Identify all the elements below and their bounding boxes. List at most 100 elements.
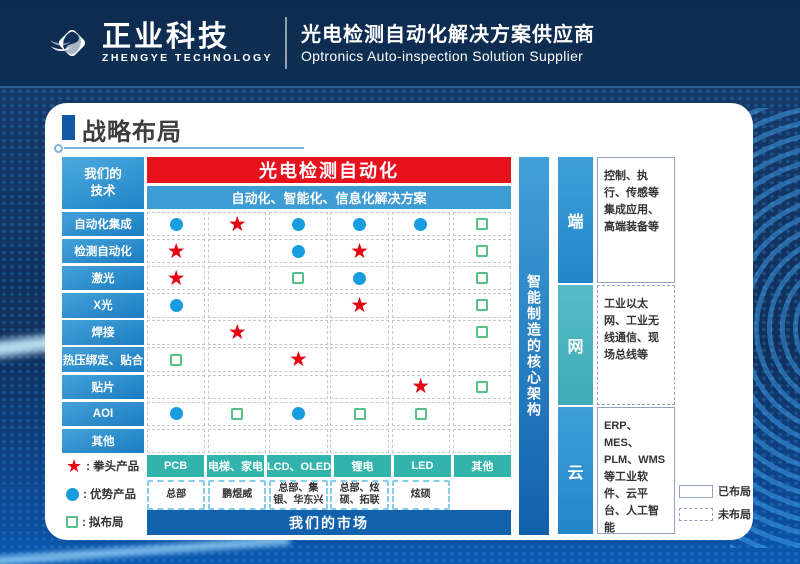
deploy-legend-item: 已布局 (679, 483, 751, 499)
star-icon: ★ (350, 293, 369, 317)
matrix-cell: ★ (147, 266, 206, 291)
desc-box-3: ERP、MES、PLM、WMS等工业软件、云平台、人工智能 (597, 407, 675, 534)
dot-icon (414, 217, 428, 231)
sub-banner: 自动化、智能化、信息化解决方案 (147, 186, 511, 209)
planned-box-icon (475, 299, 488, 312)
header-tagline-en: Optronics Auto-inspection Solution Suppl… (300, 47, 584, 64)
matrix-cell (391, 320, 450, 345)
matrix-cell (330, 401, 389, 426)
vertical-title: 智能制造的核心架构 (526, 274, 542, 418)
matrix-cell (452, 320, 511, 345)
left-legend: ★: 拳头产品 : 优势产品 : 拟布局 (62, 455, 150, 535)
planned-box-icon (170, 353, 183, 366)
matrix-cell (330, 428, 389, 453)
matrix-cell (269, 239, 328, 264)
matrix-cell (147, 401, 206, 426)
matrix-cell (147, 293, 206, 318)
app-header: 正业科技 ZHENGYE TECHNOLOGY 光电检测自动化解决方案供应商 O… (0, 0, 800, 88)
planned-box-icon (231, 407, 244, 420)
company-slot: 鹏煜威 (208, 480, 267, 510)
company-label: 总部 (147, 480, 206, 510)
matrix-cell (330, 347, 389, 372)
matrix-cell: ★ (330, 293, 389, 318)
tech-row-label: 热压绑定、贴合 (62, 347, 144, 372)
tech-corner-header: 我们的 技术 (62, 157, 144, 209)
dot-icon (169, 407, 183, 421)
zhengye-logo-icon (50, 29, 86, 57)
enc-section-3: 云 (558, 407, 593, 534)
logo-company-name-en: ZHENGYE TECHNOLOGY (102, 52, 273, 65)
planned-box-icon (66, 516, 78, 528)
title-underline (64, 147, 304, 149)
matrix-cell (269, 401, 328, 426)
matrix-cell (330, 212, 389, 237)
matrix-cells: ★ ★ ★ ★ ★ ★ ★ ★ (147, 212, 511, 453)
tech-row-label: 焊接 (62, 320, 144, 345)
dot-icon (291, 407, 305, 421)
legend-label: : 拳头产品 (86, 461, 140, 473)
company-label: 炫硕 (391, 480, 450, 510)
legend-item-star: ★: 拳头产品 (62, 455, 150, 477)
matrix-cell (330, 374, 389, 399)
star-icon: ★ (166, 239, 186, 263)
logo-company-name: 正业科技 (102, 20, 231, 53)
matrix-cell (391, 347, 450, 372)
star-icon: ★ (227, 212, 247, 236)
tech-row-label: 贴片 (62, 374, 144, 399)
matrix-cell (452, 401, 511, 426)
star-icon: ★ (350, 239, 369, 263)
matrix-cell (452, 239, 511, 264)
dot-icon (66, 487, 79, 501)
legend-label: : 拟布局 (82, 517, 124, 529)
company-label: 总部、集银、华东兴 (269, 480, 328, 510)
matrix-cell (269, 320, 328, 345)
matrix-cell (208, 401, 267, 426)
enc-column: 端网云 (558, 157, 593, 535)
desc-box-1: 控制、执行、传感等集成应用、高端装备等 (597, 157, 675, 283)
company-slot: 总部、集银、华东兴 (269, 480, 328, 510)
matrix-cell (147, 428, 206, 453)
planned-box-icon (475, 272, 488, 285)
market-header: 电梯、家电 (206, 455, 265, 477)
title-bullet (62, 115, 75, 140)
tech-rows: 自动化集成 检测自动化 激光 X光 焊接 热压绑定、贴合 贴片 AOI 其他 (62, 212, 144, 453)
matrix-cell: ★ (391, 374, 450, 399)
planned-box-icon (475, 245, 488, 258)
enc-section-1: 端 (558, 157, 593, 283)
company-slot: 炫硕 (391, 480, 450, 510)
star-icon: ★ (289, 348, 308, 372)
desc-column: 控制、执行、传感等集成应用、高端装备等 工业以太网、工业无线通信、现场总线等 ERP… (597, 157, 675, 535)
right-legend: 已布局 未布局 (679, 483, 751, 529)
tech-row-label: X光 (62, 293, 144, 318)
dashed-box-icon (679, 507, 713, 521)
deploy-legend-item: 未布局 (679, 506, 751, 522)
market-header: LCD、OLED (266, 455, 332, 477)
matrix-cell (147, 212, 206, 237)
matrix-cell (452, 293, 511, 318)
matrix-cell (269, 212, 328, 237)
matrix-cell (208, 266, 267, 291)
legend-label: : 优势产品 (83, 489, 137, 501)
matrix-cell (208, 428, 267, 453)
smart-mfg-bar: 智能制造的核心架构 (519, 157, 549, 535)
matrix-cell (391, 239, 450, 264)
underline-circle (54, 144, 63, 153)
star-icon: ★ (166, 266, 186, 290)
tech-row-label: 其他 (62, 428, 144, 453)
matrix-cell (452, 347, 511, 372)
matrix-cell (208, 239, 267, 264)
matrix-cell (391, 293, 450, 318)
page-title: 战略布局 (82, 119, 182, 146)
company-label: 总部、炫硕、拓联 (330, 480, 389, 510)
dot-icon (353, 217, 367, 231)
planned-box-icon (414, 407, 427, 420)
matrix-cell: ★ (208, 320, 267, 345)
dot-icon (169, 217, 183, 231)
matrix-cell: ★ (147, 239, 206, 264)
dot-icon (169, 298, 183, 312)
content-card: 战略布局 我们的 技术 光电检测自动化 自动化、智能化、信息化解决方案 自动化集… (45, 103, 753, 540)
planned-box-icon (475, 380, 488, 393)
matrix-cell (147, 347, 206, 372)
matrix-cell (452, 428, 511, 453)
company-label: 鹏煜威 (208, 480, 267, 510)
